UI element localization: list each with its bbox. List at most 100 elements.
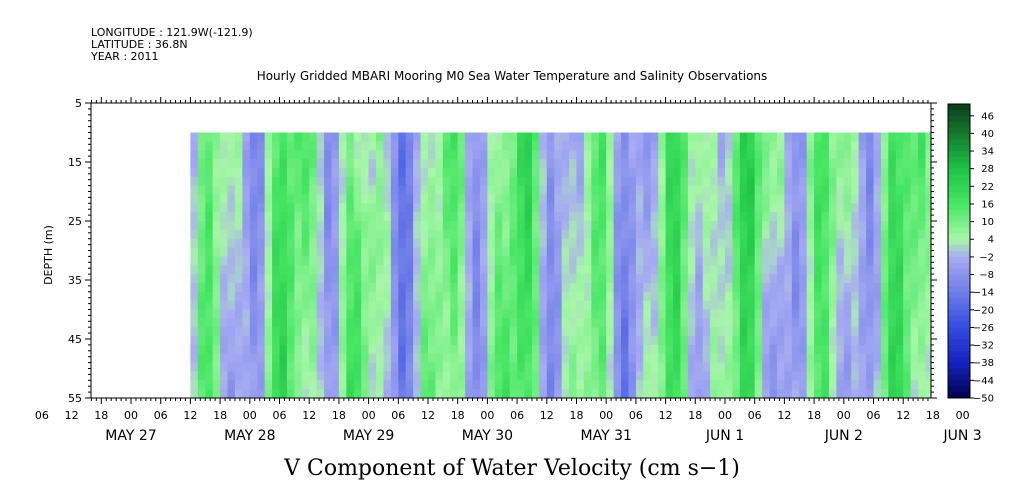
heatmap-cell [606,336,615,346]
heatmap-cell [858,380,867,390]
heatmap-cell [717,380,726,390]
heatmap-cell [368,212,377,222]
heatmap-cell [405,238,414,249]
heatmap-cell [606,265,615,275]
heatmap-cell [561,336,570,346]
heatmap-cell [405,309,414,319]
heatmap-cell [524,176,533,187]
heatmap-cell [561,132,570,142]
heatmap-cell [309,291,318,302]
heatmap-cell [918,238,927,249]
heatmap-cell [546,229,555,240]
colorbar-tick-label: −14 [973,288,994,299]
heatmap-cell [561,327,570,337]
heatmap-cell [776,238,785,249]
heatmap-cell [769,203,778,213]
heatmap-cell [725,300,734,311]
heatmap-cell [717,256,726,266]
heatmap-cell [346,362,355,373]
x-hour-label: 06 [748,409,762,422]
heatmap-cell [791,291,800,302]
heatmap-cell [628,380,637,390]
heatmap-cell [903,362,912,373]
heatmap-cell [665,212,674,222]
heatmap-cell [428,389,437,398]
heatmap-cell [190,309,199,319]
heatmap-cell [910,371,919,381]
heatmap-cell [279,132,288,142]
heatmap-cell [747,185,756,196]
heatmap-cell [376,256,385,266]
heatmap-cell [531,256,540,266]
heatmap-cell [717,309,726,319]
x-hour-label: 06 [391,409,405,422]
heatmap-cell [554,176,563,187]
heatmap-cell [695,247,704,257]
heatmap-cell [665,362,674,373]
heatmap-cell [910,300,919,311]
heatmap-cell [405,318,414,328]
heatmap-cell [353,203,362,213]
heatmap-cell [220,194,229,204]
heatmap-cell [828,282,837,293]
heatmap-cell [598,291,607,302]
heatmap-cell [791,221,800,231]
heatmap-cell [739,353,748,364]
heatmap-cell [643,291,652,302]
heatmap-cell [702,221,711,231]
heatmap-cell [910,274,919,284]
heatmap-cell [509,212,518,222]
heatmap-cell [680,238,689,249]
heatmap-cell [836,265,845,275]
heatmap-cell [687,141,696,151]
heatmap-cell [472,318,481,328]
heatmap-cell [799,318,808,328]
heatmap-cell [873,309,882,319]
heatmap-cell [405,159,414,169]
heatmap-cell [784,132,793,142]
heatmap-cell [376,300,385,311]
heatmap-cell [264,344,273,355]
heatmap-cell [465,291,474,302]
heatmap-cell [294,274,303,284]
heatmap-cell [606,203,615,213]
heatmap-cell [435,229,444,240]
heatmap-cell [316,336,325,346]
heatmap-cell [331,327,340,337]
heatmap-cell [294,141,303,151]
heatmap-cell [279,371,288,381]
heatmap-cell [234,389,243,398]
heatmap-cell [531,274,540,284]
heatmap-cell [717,389,726,398]
heatmap-cell [910,380,919,390]
heatmap-cell [428,159,437,169]
heatmap-cell [376,309,385,319]
heatmap-cell [680,229,689,240]
heatmap-cell [457,212,466,222]
heatmap-cell [554,229,563,240]
heatmap-cell [205,238,214,249]
heatmap-cell [205,336,214,346]
heatmap-cell [613,371,622,381]
heatmap-cell [762,344,771,355]
heatmap-cell [376,344,385,355]
heatmap-cell [628,238,637,249]
heatmap-cell [754,159,763,169]
heatmap-cell [242,282,251,293]
heatmap-cell [739,256,748,266]
heatmap-cell [257,344,266,355]
heatmap-cell [769,212,778,222]
heatmap-cell [866,256,875,266]
heatmap-cell [970,168,978,177]
heatmap-cell [569,380,578,390]
heatmap-cell [390,150,399,160]
heatmap-cell [732,389,741,398]
colorbar-swatch [948,251,970,258]
heatmap-cell [264,167,273,178]
heatmap-cell [598,247,607,257]
heatmap-cell [918,300,927,311]
heatmap-cell [405,353,414,364]
heatmap-cell [190,185,199,196]
heatmap-cell [776,300,785,311]
heatmap-cell [479,362,489,373]
